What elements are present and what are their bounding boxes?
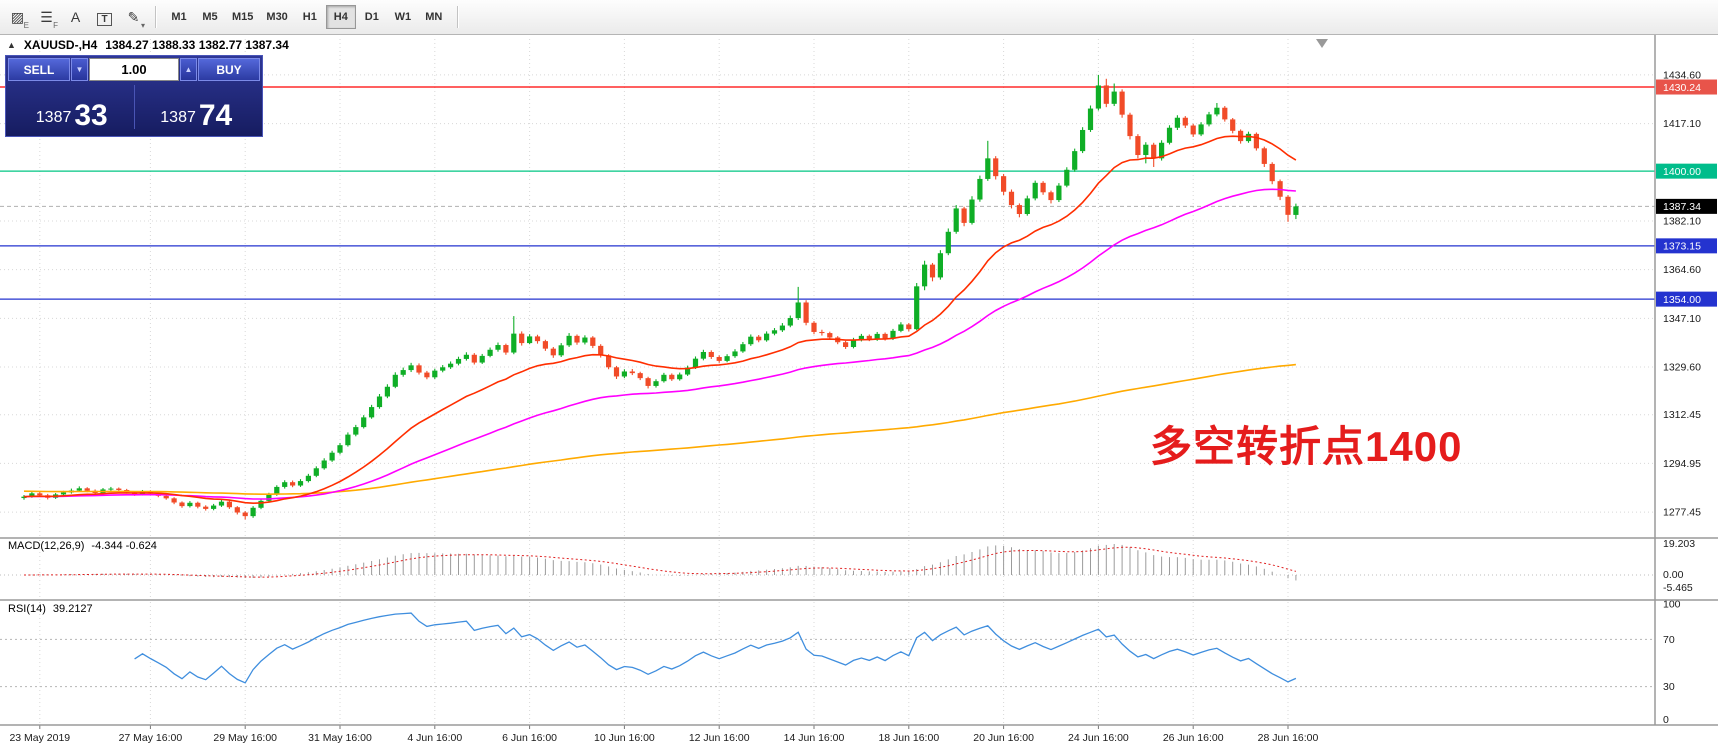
buy-price-big: 74 — [198, 99, 233, 132]
svg-text:20 Jun 16:00: 20 Jun 16:00 — [973, 732, 1034, 744]
svg-text:1312.45: 1312.45 — [1663, 409, 1701, 421]
svg-text:1373.15: 1373.15 — [1663, 241, 1701, 253]
rsi-label: RSI(14) 39.2127 — [8, 603, 93, 615]
timeframe-button-mn[interactable]: MN — [419, 5, 449, 29]
chart-shift-marker-icon — [1316, 39, 1328, 48]
volume-increase-caret-icon[interactable]: ▲ — [180, 58, 197, 81]
svg-text:19.203: 19.203 — [1663, 538, 1695, 550]
macd-values: -4.344 -0.624 — [91, 540, 157, 552]
timeframe-group: M1 M5 M15 M30 H1 H4 D1 W1 MN — [164, 5, 449, 29]
svg-text:12 Jun 16:00: 12 Jun 16:00 — [689, 732, 750, 744]
one-click-trade-panel: SELL ▼ ▲ BUY 1387 33 1387 74 — [5, 55, 263, 137]
svg-text:28 Jun 16:00: 28 Jun 16:00 — [1258, 732, 1319, 744]
toolbar-separator-2 — [456, 6, 458, 28]
macd-label: MACD(12,26,9) -4.344 -0.624 — [8, 540, 157, 552]
rsi-panel — [0, 612, 1655, 688]
chart-annotation: 多空转折点1400 — [1150, 423, 1463, 470]
timeframe-button-w1[interactable]: W1 — [388, 5, 418, 29]
symbol-header: ▲ XAUUSD-,H4 1384.27 1388.33 1382.77 138… — [7, 38, 289, 52]
svg-text:1430.24: 1430.24 — [1663, 82, 1701, 94]
svg-text:1354.00: 1354.00 — [1663, 294, 1701, 306]
timeframe-button-m15[interactable]: M15 — [226, 5, 259, 29]
svg-text:10 Jun 16:00: 10 Jun 16:00 — [594, 732, 655, 744]
timeframe-button-h1[interactable]: H1 — [295, 5, 325, 29]
svg-text:100: 100 — [1663, 599, 1681, 611]
svg-text:6 Jun 16:00: 6 Jun 16:00 — [502, 732, 557, 744]
svg-text:18 Jun 16:00: 18 Jun 16:00 — [878, 732, 939, 744]
horizontal-level-lines[interactable] — [0, 86, 1655, 300]
draw-tool-icon[interactable]: ✎ ▾ — [120, 4, 147, 31]
svg-text:1277.45: 1277.45 — [1663, 507, 1701, 519]
trade-prices: 1387 33 1387 74 — [8, 81, 260, 134]
svg-text:1347.10: 1347.10 — [1663, 313, 1701, 325]
chart-grid — [0, 39, 1655, 724]
sell-price-main: 1387 — [35, 109, 72, 126]
svg-text:29 May 16:00: 29 May 16:00 — [213, 732, 277, 744]
ma-slow — [23, 363, 1296, 496]
rsi-line — [134, 612, 1297, 684]
timeframe-button-d1[interactable]: D1 — [357, 5, 387, 29]
svg-text:1294.95: 1294.95 — [1663, 458, 1701, 470]
buy-price-main: 1387 — [160, 109, 196, 126]
svg-text:30: 30 — [1663, 681, 1675, 693]
svg-text:4 Jun 16:00: 4 Jun 16:00 — [407, 732, 462, 744]
toolbar: ▨ E ☰ F A T ✎ ▾ M1 M5 M15 M30 H1 H4 D1 W1 MN — [0, 0, 1718, 35]
moving-average-lines — [23, 135, 1297, 505]
ma-medium — [23, 188, 1296, 500]
sell-price-big: 33 — [74, 99, 108, 132]
rsi-name: RSI(14) — [8, 603, 46, 615]
svg-text:27 May 16:00: 27 May 16:00 — [119, 732, 183, 744]
svg-text:-5.465: -5.465 — [1663, 582, 1693, 594]
svg-text:24 Jun 16:00: 24 Jun 16:00 — [1068, 732, 1129, 744]
sell-button[interactable]: SELL — [8, 58, 70, 81]
list-tool-icon[interactable]: ☰ F — [33, 4, 60, 31]
pattern-tool-icon[interactable]: ▨ E — [4, 4, 31, 31]
volume-decrease-caret-icon[interactable]: ▼ — [71, 58, 88, 81]
svg-text:70: 70 — [1663, 634, 1675, 646]
timeframe-button-h4[interactable]: H4 — [325, 5, 356, 29]
svg-text:1329.60: 1329.60 — [1663, 362, 1701, 374]
rsi-value: 39.2127 — [52, 603, 93, 615]
svg-text:1382.10: 1382.10 — [1663, 215, 1701, 227]
collapse-panel-icon[interactable]: ▲ — [7, 40, 16, 50]
label-tool-icon[interactable]: T — [91, 4, 118, 30]
svg-text:0: 0 — [1663, 714, 1669, 726]
panel-separators[interactable] — [0, 35, 1718, 726]
chart-canvas[interactable]: 1434.60 1417.10 1382.10 1364.60 1347.10 1329.… — [0, 35, 1718, 753]
toolbar-separator — [155, 6, 156, 28]
svg-text:1387.34: 1387.34 — [1663, 201, 1701, 213]
buy-button[interactable]: BUY — [198, 58, 260, 81]
macd-panel — [0, 544, 1655, 581]
svg-text:0.00: 0.00 — [1663, 569, 1684, 581]
buy-price: 1387 74 — [137, 99, 257, 132]
sell-price: 1387 33 — [12, 99, 132, 132]
symbol-title: XAUUSD-,H4 — [23, 38, 98, 52]
chart-area: 1434.60 1417.10 1382.10 1364.60 1347.10 1329.… — [0, 35, 1718, 753]
time-axis[interactable]: 23 May 2019 27 May 16:00 29 May 16:00 31 Ma… — [9, 725, 1319, 744]
svg-text:1417.10: 1417.10 — [1663, 118, 1701, 130]
svg-text:23 May 2019: 23 May 2019 — [9, 732, 70, 744]
tool-icon-group: ▨ E ☰ F A T ✎ ▾ — [4, 4, 147, 31]
symbol-ohlc: 1384.27 1388.33 1382.77 1387.34 — [105, 38, 289, 52]
svg-text:14 Jun 16:00: 14 Jun 16:00 — [784, 732, 845, 744]
price-axis[interactable]: 1434.60 1417.10 1382.10 1364.60 1347.10 1329.… — [1656, 69, 1717, 726]
timeframe-button-m1[interactable]: M1 — [164, 5, 194, 29]
volume-input[interactable] — [89, 58, 179, 81]
macd-name: MACD(12,26,9) — [8, 540, 85, 552]
text-tool-icon[interactable]: A — [62, 4, 89, 30]
candles-layer — [21, 74, 1299, 520]
svg-text:1434.60: 1434.60 — [1663, 69, 1701, 81]
price-divider — [133, 85, 135, 129]
timeframe-button-m30[interactable]: M30 — [260, 5, 293, 29]
timeframe-button-m5[interactable]: M5 — [195, 5, 225, 29]
svg-text:1400.00: 1400.00 — [1663, 166, 1701, 178]
macd-signal-line — [24, 546, 1297, 578]
svg-text:1364.60: 1364.60 — [1663, 264, 1701, 276]
svg-text:26 Jun 16:00: 26 Jun 16:00 — [1163, 732, 1224, 744]
ma-fast — [23, 135, 1297, 505]
svg-text:31 May 16:00: 31 May 16:00 — [308, 732, 372, 744]
